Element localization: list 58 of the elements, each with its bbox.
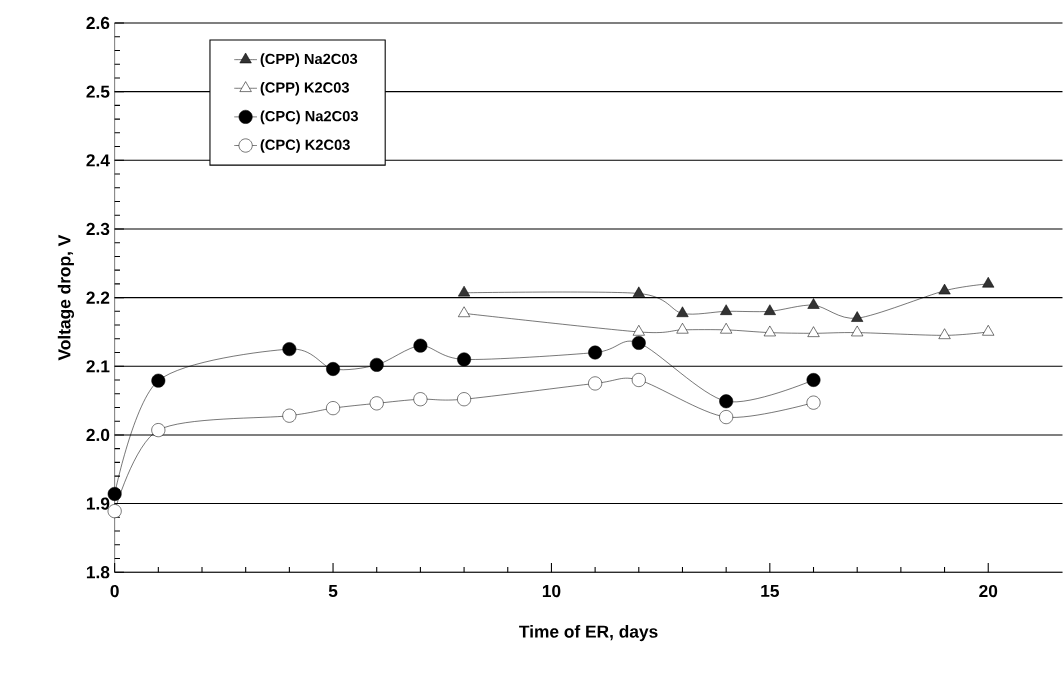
point <box>676 306 689 318</box>
y-tick-label: 2.1 <box>86 360 110 373</box>
point <box>938 283 951 295</box>
point <box>807 298 820 309</box>
point <box>851 311 864 322</box>
point <box>369 396 384 411</box>
point <box>151 423 166 438</box>
point <box>588 376 603 391</box>
y-tick-label: 2.4 <box>86 154 110 167</box>
y-tick-label: 2.5 <box>86 85 110 98</box>
x-tick-label: 20 <box>979 584 998 598</box>
point <box>588 345 603 360</box>
point <box>806 395 821 410</box>
point <box>632 286 645 298</box>
x-tick-label: 0 <box>110 584 119 598</box>
y-tick-label: 1.9 <box>86 497 110 510</box>
x-axis-title: Time of ER, days <box>519 625 658 642</box>
point <box>326 401 340 416</box>
legend-label: (CPP) K2C03 <box>260 82 350 96</box>
point <box>631 373 646 387</box>
point <box>369 358 384 372</box>
point <box>282 342 297 357</box>
point <box>457 392 472 407</box>
x-tick-label: 10 <box>542 584 561 598</box>
x-tick-label: 15 <box>761 585 779 598</box>
point <box>763 325 776 337</box>
point <box>763 304 776 316</box>
point <box>851 325 864 337</box>
point <box>458 306 471 318</box>
y-tick-label: 2.0 <box>86 428 110 442</box>
point <box>457 352 472 367</box>
legend-label: (CPP) Na2C03 <box>260 53 358 68</box>
point <box>413 338 428 353</box>
point <box>458 285 471 297</box>
y-tick-label: 2.3 <box>86 222 110 236</box>
point <box>938 328 951 340</box>
point <box>719 394 734 409</box>
point <box>720 323 733 334</box>
point <box>632 325 645 336</box>
point <box>326 362 340 377</box>
y-tick-label: 2.6 <box>86 16 110 30</box>
legend-label: (CPC) Na2C03 <box>260 110 358 125</box>
point <box>806 373 821 387</box>
point <box>413 392 428 407</box>
point <box>720 304 733 316</box>
y-tick-label: 1.8 <box>86 566 110 579</box>
point <box>151 373 166 388</box>
point <box>982 277 995 288</box>
point <box>807 326 820 337</box>
point <box>676 323 689 334</box>
y-axis-title: Voltage drop, V <box>57 234 75 361</box>
point <box>719 410 734 425</box>
y-tick-label: 2.2 <box>86 291 110 304</box>
x-tick-label: 5 <box>328 585 338 598</box>
point <box>282 408 297 423</box>
point <box>982 325 995 336</box>
legend-label: (CPC) K2C03 <box>260 139 350 153</box>
point <box>631 336 646 350</box>
